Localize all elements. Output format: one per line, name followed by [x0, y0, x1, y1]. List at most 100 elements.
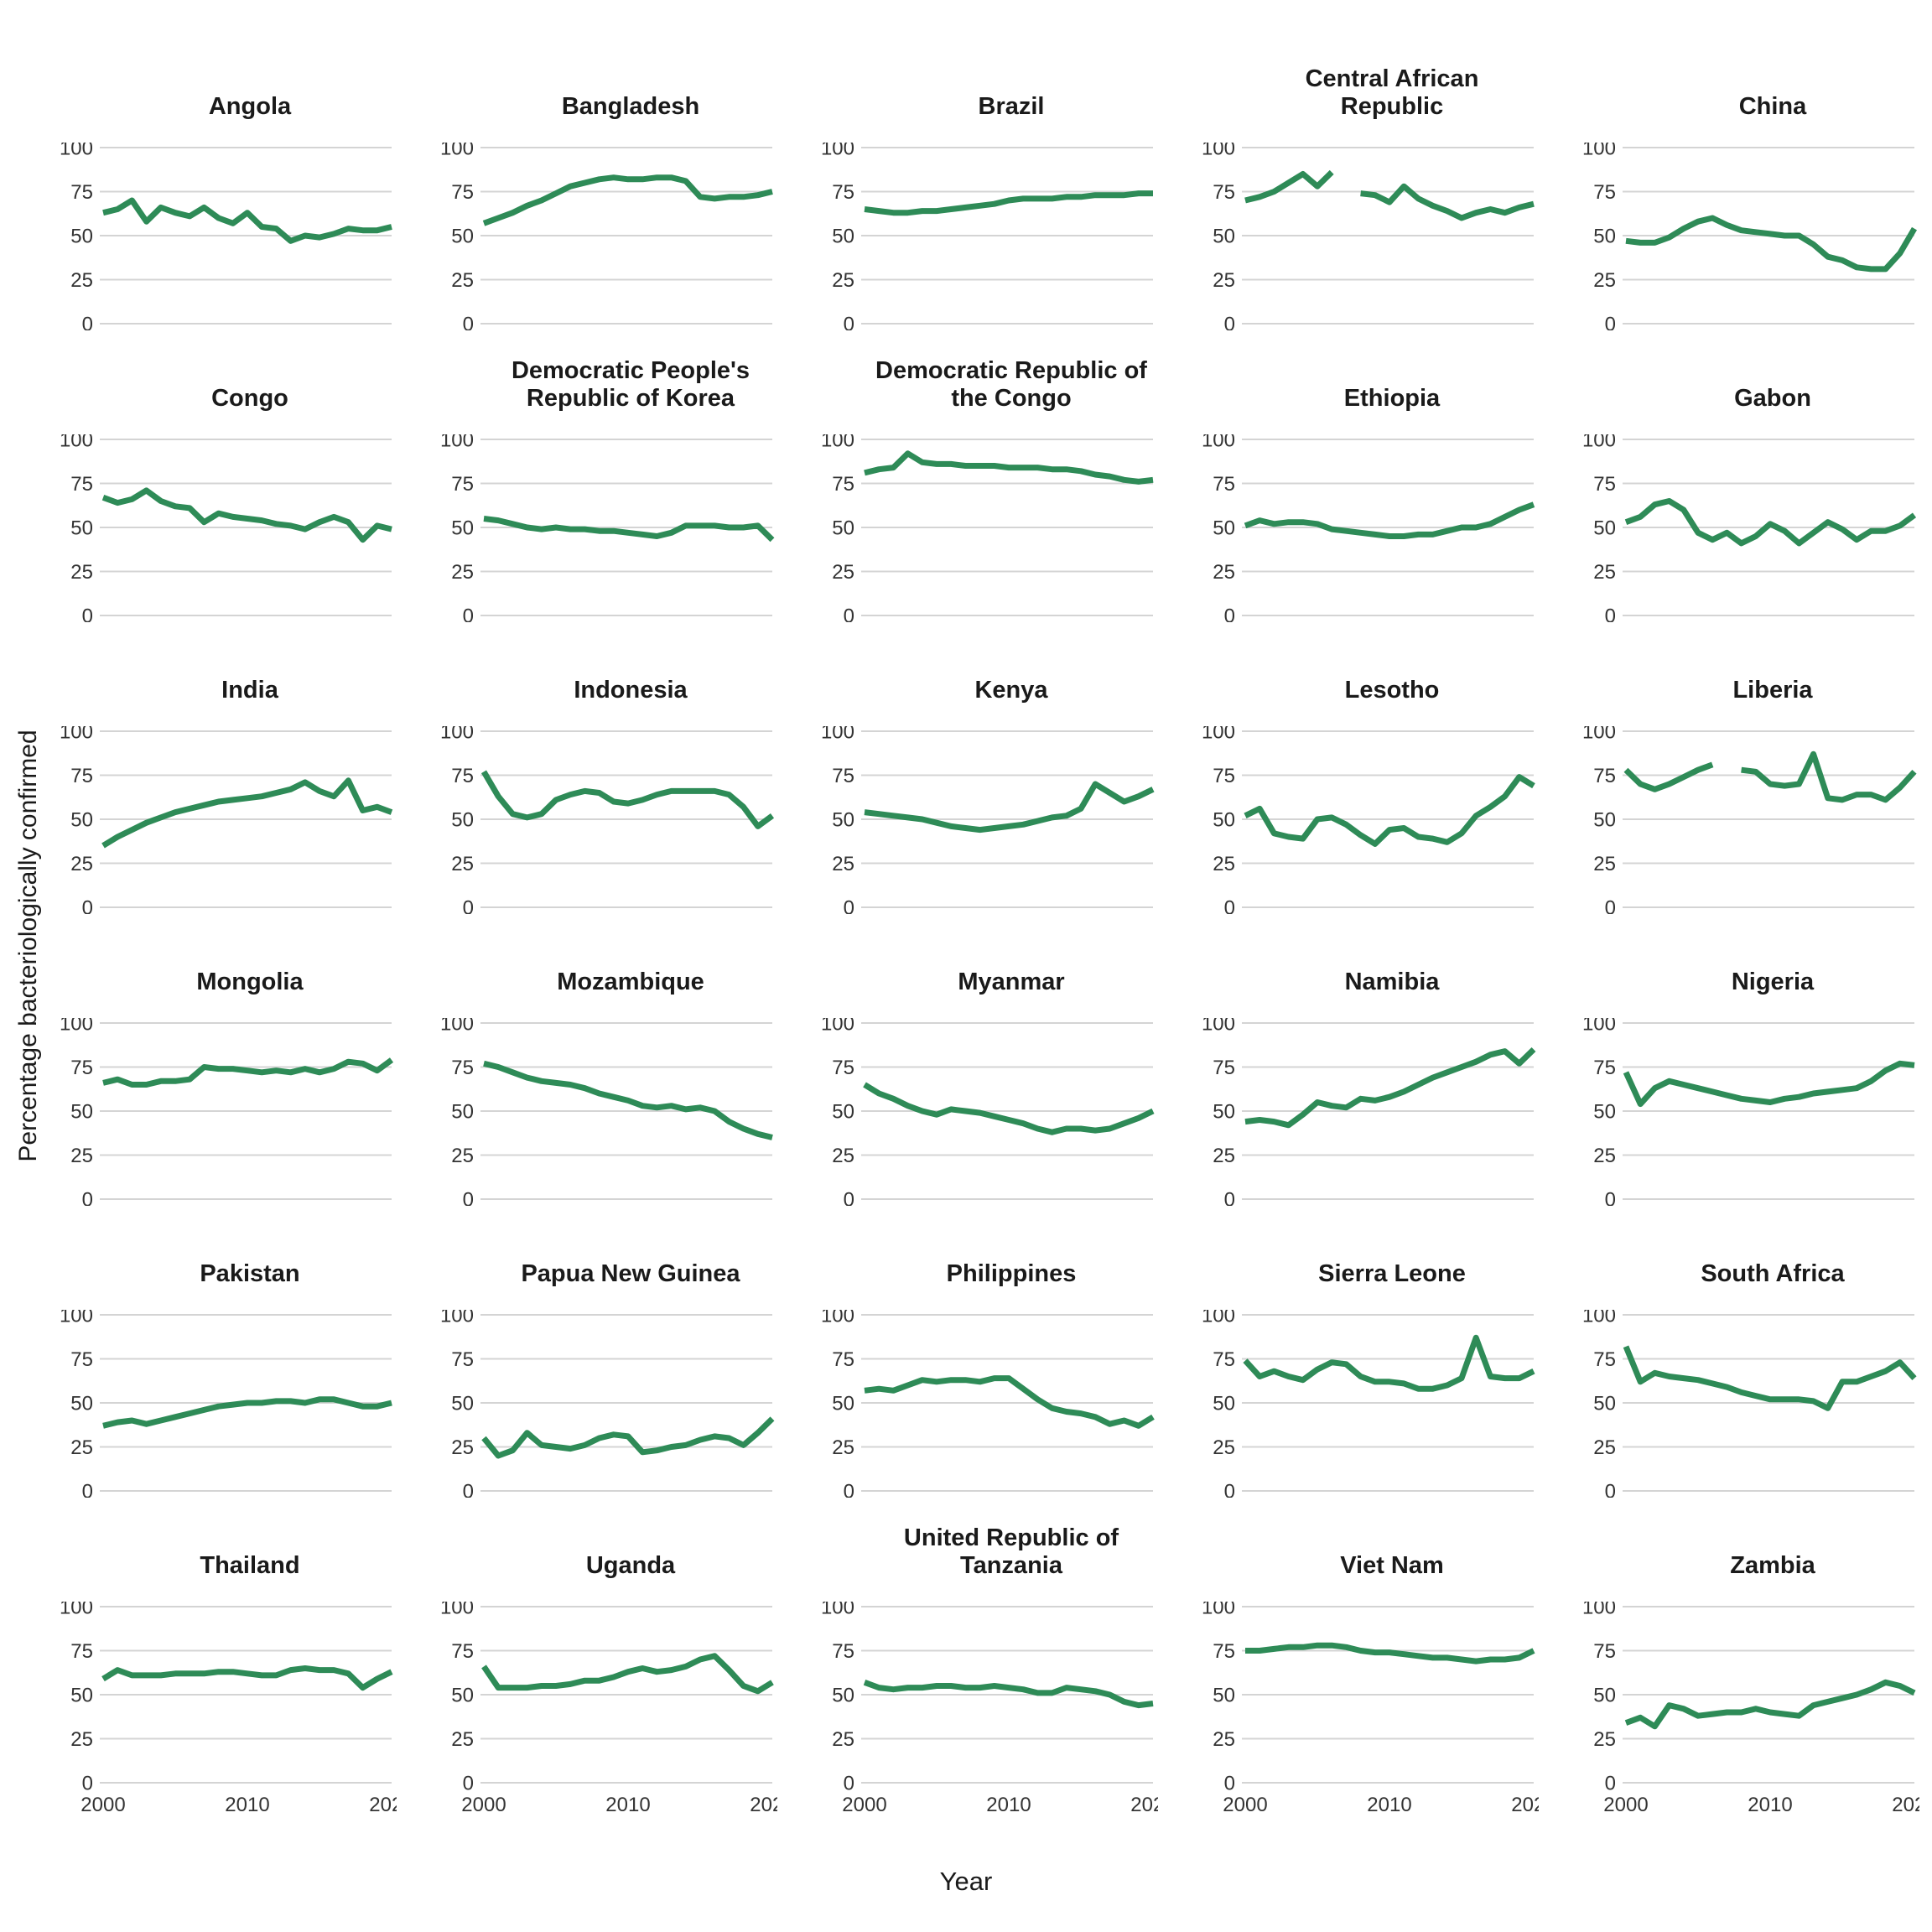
trend-line — [1244, 1046, 1536, 1129]
facet-title-text: Mozambique — [557, 969, 704, 996]
trend-line — [1624, 498, 1917, 547]
facet-panel: Liberia 0 25 50 75 100 — [1576, 632, 1919, 914]
y-tick-label: 0 — [82, 1772, 93, 1794]
facet-title-text: Namibia — [1344, 969, 1440, 996]
y-tick-label: 100 — [60, 1310, 93, 1327]
trend-line — [863, 1680, 1154, 1709]
y-tick-label: 25 — [832, 561, 854, 584]
y-tick-label: 100 — [821, 434, 854, 451]
y-tick-label: 25 — [1593, 269, 1616, 292]
trend-line — [864, 450, 1154, 485]
y-tick-label: 0 — [1605, 1772, 1616, 1794]
facet-title-text: Uganda — [585, 1552, 676, 1580]
facet-panel: Pakistan 0 25 50 75 100 — [53, 1216, 397, 1498]
facet-panel: China 0 25 50 75 100 — [1576, 49, 1919, 330]
trend-line — [1244, 501, 1535, 539]
trend-line — [1623, 750, 1917, 803]
y-tick-label: 0 — [463, 605, 474, 622]
facet-title: India — [53, 632, 397, 726]
y-tick-label: 75 — [451, 1057, 474, 1079]
facet-panel: Papua New Guinea 0 25 50 75 100 — [434, 1216, 777, 1498]
y-tick-label: 0 — [1605, 605, 1616, 622]
facet-chart: 0 25 50 75 100 — [60, 1018, 394, 1206]
y-tick-label: 25 — [1213, 1145, 1235, 1167]
x-tick-label: 2020 — [1511, 1794, 1539, 1816]
facet-title: Namibia — [1195, 924, 1539, 1018]
facet-title-text: Zambia — [1730, 1552, 1815, 1580]
y-tick-label: 75 — [1593, 1057, 1616, 1079]
facet-title-text: Mongolia — [196, 969, 304, 996]
trend-line — [483, 516, 775, 543]
y-tick-label: 25 — [832, 1728, 854, 1751]
trend-line — [1243, 1334, 1535, 1392]
facet-title: Viet Nam — [1195, 1508, 1539, 1602]
facet-title-text: Democratic Republic of the Congo — [875, 357, 1147, 413]
facet-panel: Democratic People's Republic of Korea 0 25… — [434, 340, 777, 622]
panels-grid: Angola 0 25 50 75 100 Bangladesh 0 25 50 75 100 Braz… — [53, 49, 1919, 1821]
facet-title: Mongolia — [53, 924, 397, 1018]
y-tick-label: 25 — [70, 561, 93, 584]
y-tick-label: 0 — [82, 605, 93, 622]
facet-chart: 0 25 50 75 100 — [1202, 434, 1535, 622]
y-tick-label: 100 — [60, 143, 93, 159]
facet-title: Indonesia — [434, 632, 777, 726]
facet-chart: 0 25 50 75 100 — [821, 143, 1153, 330]
facet-chart: 0 25 50 75 100 — [1202, 143, 1535, 330]
facet-title: Papua New Guinea — [434, 1216, 777, 1310]
trend-line — [102, 1057, 394, 1088]
y-tick-label: 100 — [60, 434, 93, 451]
facet-panel: India 0 25 50 75 100 — [53, 632, 397, 914]
facet-chart: 0 25 50 75 100 — [821, 1018, 1155, 1206]
facet-title-text: Myanmar — [958, 969, 1065, 996]
y-tick-label: 25 — [1213, 853, 1235, 875]
y-tick-label: 0 — [82, 1188, 93, 1206]
facet-title-text: Central African Republic — [1305, 65, 1479, 121]
trend-line — [864, 1375, 1155, 1429]
y-tick-label: 75 — [832, 181, 854, 204]
y-tick-label: 25 — [832, 1145, 854, 1167]
x-tick-label: 2000 — [1223, 1794, 1267, 1816]
facet-panel: Mozambique 0 25 50 75 100 — [434, 924, 777, 1206]
facet-title-text: India — [221, 677, 278, 704]
y-tick-label: 50 — [1593, 517, 1616, 539]
facet-title: Kenya — [814, 632, 1158, 726]
facet-panel: Namibia 0 25 50 75 100 — [1195, 924, 1539, 1206]
y-tick-label: 100 — [1202, 143, 1235, 159]
x-tick-label: 2010 — [1748, 1794, 1792, 1816]
y-tick-label: 0 — [1605, 1480, 1616, 1498]
facet-title: Nigeria — [1576, 924, 1919, 1018]
facet-panel: Brazil 0 25 50 75 100 — [814, 49, 1158, 330]
trend-line — [864, 190, 1153, 216]
y-tick-label: 75 — [1213, 473, 1235, 496]
x-tick-label: 2020 — [1130, 1794, 1158, 1816]
y-tick-label: 50 — [70, 517, 93, 539]
facet-title: South Africa — [1576, 1216, 1919, 1310]
facet-panel: Myanmar 0 25 50 75 100 — [814, 924, 1158, 1206]
facet-title: Congo — [53, 340, 397, 434]
y-tick-label: 75 — [832, 1640, 854, 1663]
x-tick-label: 2010 — [605, 1794, 650, 1816]
y-tick-label: 25 — [451, 269, 474, 292]
facet-title: Lesotho — [1195, 632, 1539, 726]
trend-line — [481, 1416, 775, 1459]
facet-title-text: Thailand — [200, 1552, 300, 1580]
y-tick-label: 50 — [451, 517, 474, 539]
facet-title-text: United Republic of Tanzania — [903, 1524, 1119, 1580]
y-tick-label: 50 — [832, 1100, 854, 1123]
facet-title-text: Angola — [208, 93, 292, 121]
facet-panel: Viet Nam 0 25 50 75 100 2000 2010 2020 — [1195, 1508, 1539, 1821]
y-tick-label: 75 — [1213, 1057, 1235, 1079]
y-tick-label: 25 — [70, 1145, 93, 1167]
trend-line — [483, 1060, 773, 1140]
y-tick-label: 50 — [70, 1684, 93, 1706]
facet-panel: Philippines 0 25 50 75 100 — [814, 1216, 1158, 1498]
y-tick-label: 75 — [832, 1057, 854, 1079]
y-tick-label: 50 — [1213, 808, 1235, 831]
y-tick-label: 100 — [1582, 1018, 1616, 1035]
facet-chart: 0 25 50 75 100 — [60, 1310, 392, 1498]
y-tick-label: 100 — [440, 434, 474, 451]
y-tick-label: 0 — [463, 313, 474, 330]
facet-title: Democratic Republic of the Congo — [814, 340, 1158, 434]
y-tick-label: 100 — [60, 1018, 93, 1035]
